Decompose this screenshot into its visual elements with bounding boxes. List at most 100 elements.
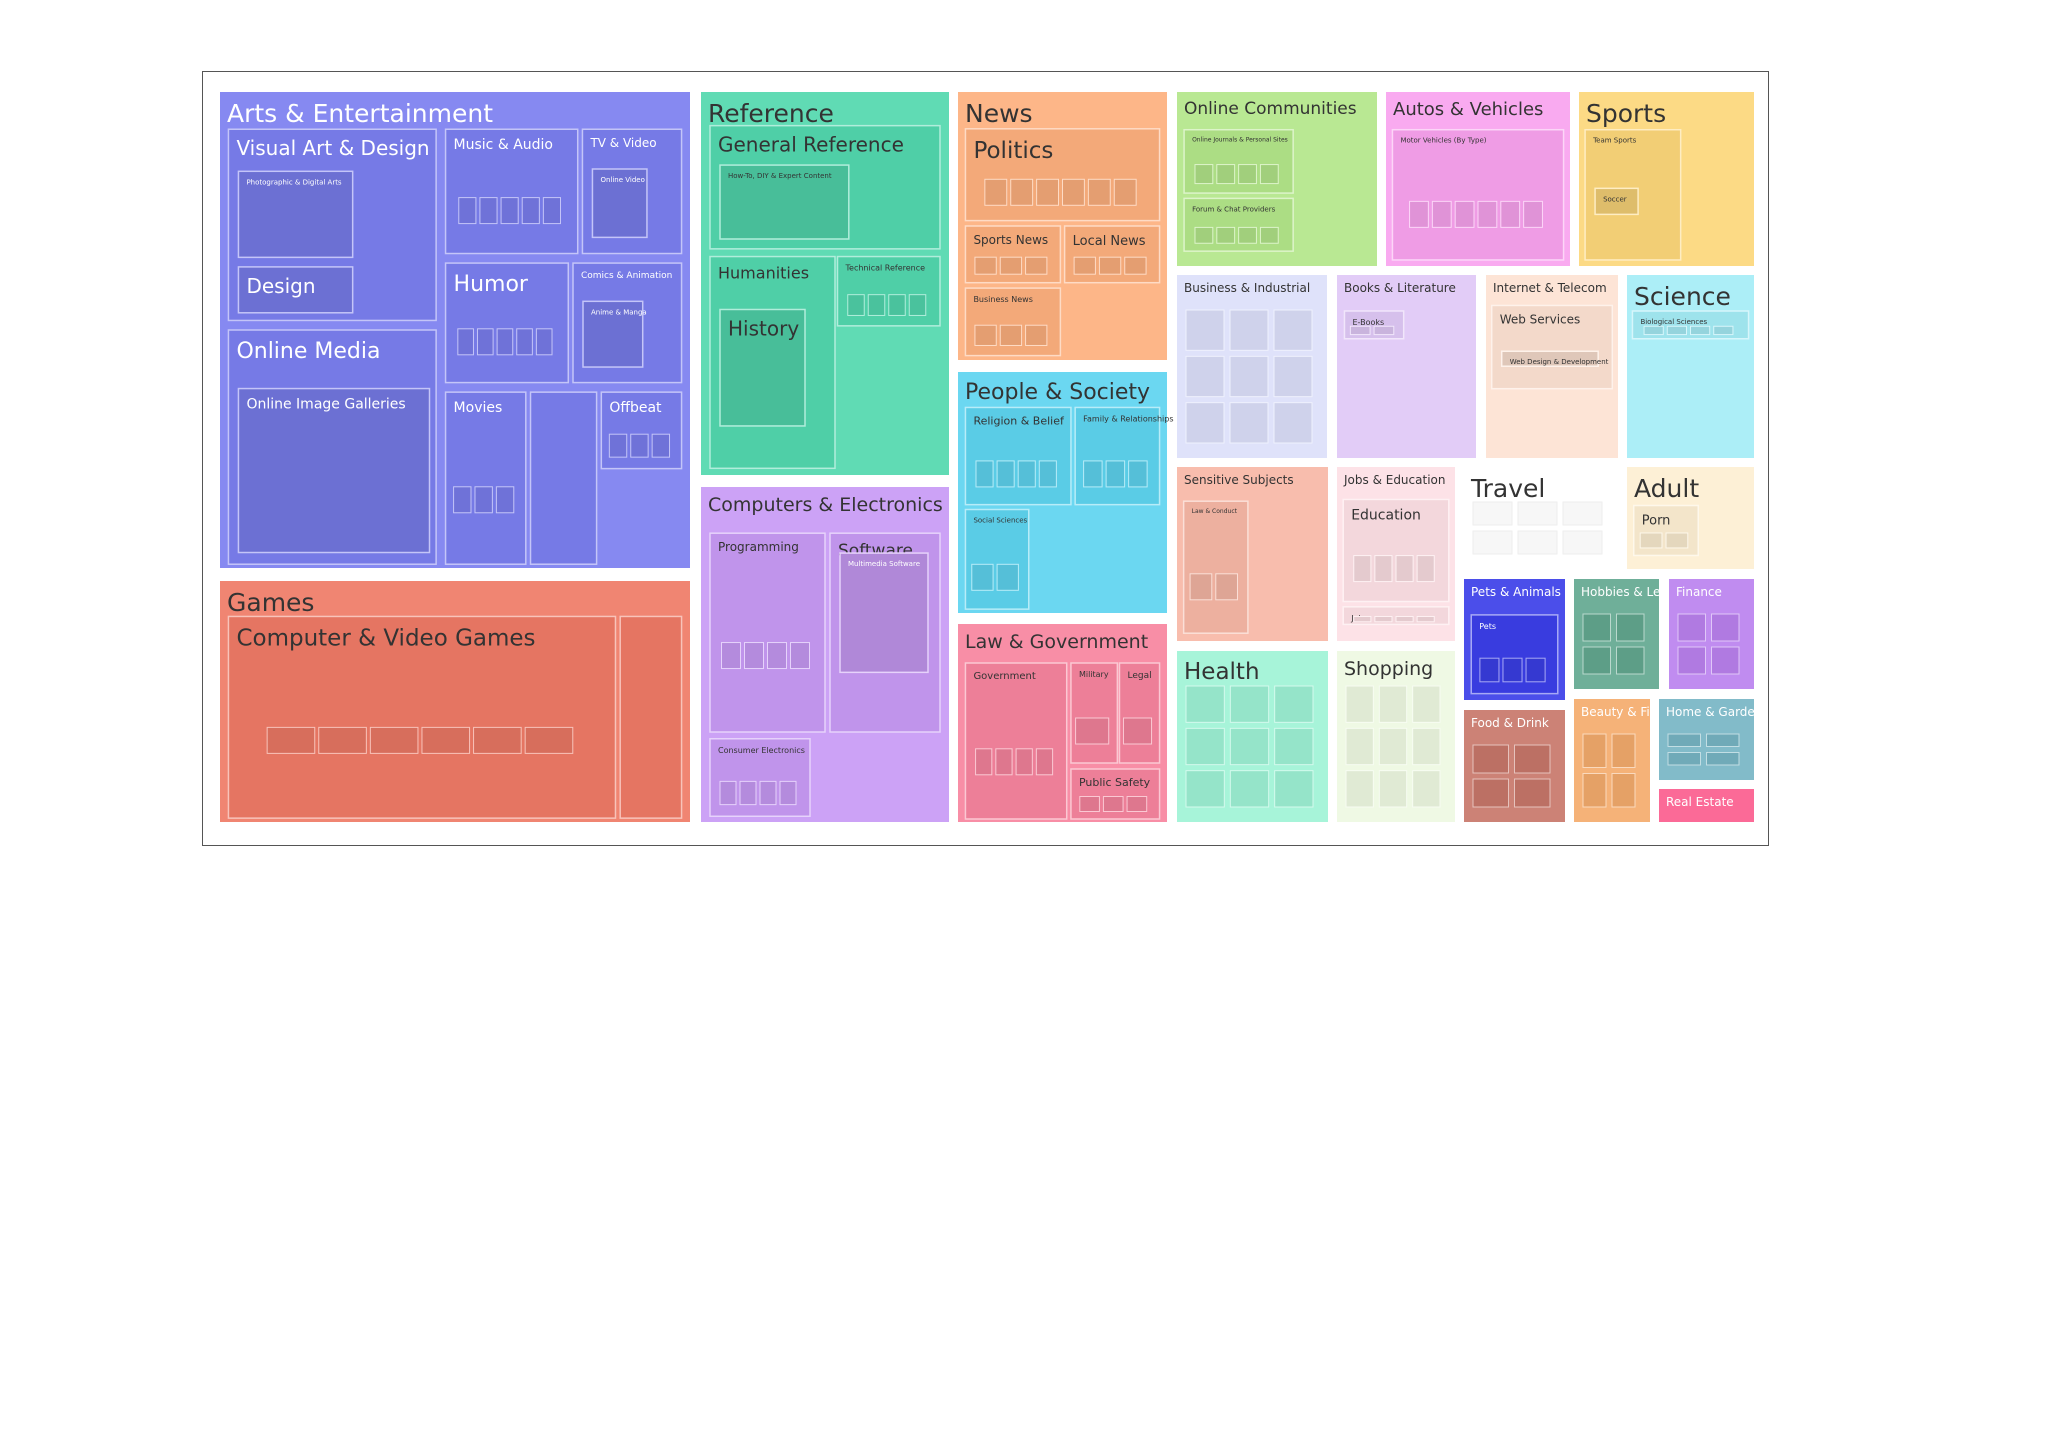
mini-box-28	[721, 642, 741, 670]
mini-box-7	[496, 328, 514, 356]
mini-box-59	[996, 563, 1019, 591]
subtile-education	[1342, 498, 1450, 603]
tile-label-computers-and-electronics: Computers & Electronics	[708, 494, 943, 516]
subtile-label-movies: Movies	[454, 400, 503, 416]
mini-box-40	[1087, 178, 1111, 206]
subtile-label-team-sports: Team Sports	[1592, 137, 1637, 145]
mini-box-119	[1185, 727, 1225, 766]
mini-box-156	[1706, 752, 1740, 766]
mini-box-89	[1185, 402, 1225, 444]
mini-box-79	[1454, 200, 1475, 228]
mini-box-57	[1128, 460, 1148, 488]
leaf-web-design-and-development	[1500, 350, 1599, 367]
subtile-label-local-news: Local News	[1073, 234, 1146, 249]
tile-label-games: Games	[227, 588, 314, 617]
mini-box-17	[266, 726, 316, 754]
mini-box-20	[421, 726, 471, 754]
leaf-label-online-image-galleries: Online Image Galleries	[246, 397, 405, 413]
leaf-label-history: History	[728, 316, 799, 340]
mini-box-1	[479, 197, 498, 225]
mini-box-134	[1479, 657, 1500, 683]
mini-box-71	[1238, 164, 1257, 185]
mini-box-104	[1353, 615, 1372, 623]
subtile-label-offbeat: Offbeat	[609, 400, 662, 416]
tile-label-autos-and-vehicles: Autos & Vehicles	[1393, 99, 1543, 120]
mini-box-91	[1273, 402, 1313, 444]
mini-box-108	[1472, 501, 1513, 526]
subtile-programming	[709, 532, 826, 733]
leaf-label-multimedia-software: Multimedia Software	[848, 560, 920, 568]
mini-box-46	[1098, 256, 1122, 275]
mini-box-60	[975, 748, 993, 776]
subtile-label-education: Education	[1351, 507, 1421, 523]
mini-box-47	[1124, 256, 1147, 275]
mini-box-132	[1378, 770, 1408, 808]
subtile-movies	[444, 391, 527, 565]
mini-box-62	[1015, 748, 1033, 776]
mini-box-22	[524, 726, 574, 754]
leaf-how-to-diy-and-expert-content	[719, 164, 850, 240]
tile-label-real-estate: Real Estate	[1666, 795, 1734, 809]
mini-box-135	[1502, 657, 1523, 683]
mini-box-15	[630, 433, 649, 458]
mini-box-111	[1472, 530, 1513, 555]
mini-box-55	[1083, 460, 1103, 488]
mini-box-12	[495, 486, 515, 514]
mini-box-80	[1477, 200, 1498, 228]
mini-box-103	[1416, 555, 1435, 583]
mini-box-54	[1038, 460, 1057, 488]
subtile-music-and-audio	[444, 128, 579, 255]
subtile-blank-23	[619, 615, 683, 819]
tile-label-food-and-drink: Food & Drink	[1471, 716, 1549, 730]
mini-box-140	[1616, 646, 1645, 675]
mini-box-139	[1582, 646, 1611, 675]
leaf-photographic-and-digital-arts	[237, 170, 354, 259]
mini-box-78	[1431, 200, 1452, 228]
tile-label-online-communities: Online Communities	[1184, 99, 1357, 119]
mini-box-14	[608, 433, 628, 458]
mini-box-87	[1229, 355, 1269, 398]
subtile-military	[1070, 662, 1119, 764]
mini-box-76	[1259, 226, 1279, 244]
mini-box-109	[1517, 501, 1558, 526]
mini-box-144	[1711, 646, 1740, 675]
tile-label-internet-and-telecom: Internet & Telecom	[1493, 281, 1607, 295]
mini-box-3	[521, 197, 540, 225]
tile-label-jobs-and-education: Jobs & Education	[1343, 473, 1445, 487]
subtile-label-religion-and-belief: Religion & Belief	[973, 414, 1065, 427]
tile-label-law-and-government: Law & Government	[965, 631, 1148, 653]
mini-box-70	[1216, 164, 1236, 185]
mini-box-92	[1349, 325, 1371, 336]
mini-box-146	[1514, 744, 1551, 774]
subtile-blank-13	[529, 391, 598, 565]
mini-box-95	[1666, 325, 1688, 336]
mini-box-56	[1105, 460, 1126, 488]
mini-box-143	[1677, 646, 1706, 675]
subtile-label-government: Government	[973, 671, 1035, 682]
mini-box-97	[1713, 325, 1734, 336]
subtile-label-visual-art-and-design: Visual Art & Design	[236, 136, 429, 160]
subtile-label-business-news: Business News	[973, 295, 1032, 304]
mini-box-82	[1523, 200, 1543, 228]
mini-box-105	[1374, 615, 1393, 623]
mini-box-113	[1562, 530, 1603, 555]
mini-box-118	[1274, 685, 1314, 723]
mini-box-68	[1126, 796, 1148, 812]
mini-box-107	[1416, 615, 1435, 623]
mini-box-99	[1215, 573, 1238, 601]
leaf-label-web-design-and-development: Web Design & Development	[1510, 358, 1609, 366]
mini-box-149	[1582, 733, 1607, 768]
mini-box-96	[1690, 325, 1711, 336]
mini-box-130	[1412, 727, 1441, 766]
subtile-label-politics: Politics	[973, 138, 1053, 164]
mini-box-98	[1189, 573, 1213, 601]
mini-box-126	[1378, 685, 1408, 723]
mini-box-155	[1667, 752, 1701, 766]
mini-box-114	[1639, 532, 1663, 549]
subtile-label-computer-and-video-games: Computer & Video Games	[236, 625, 535, 651]
mini-box-9	[535, 328, 553, 356]
leaf-multimedia-software	[839, 552, 929, 674]
tile-label-business-and-industrial: Business & Industrial	[1184, 281, 1310, 295]
subtile-label-porn: Porn	[1642, 514, 1671, 529]
subtile-label-consumer-electronics: Consumer Electronics	[718, 746, 805, 755]
